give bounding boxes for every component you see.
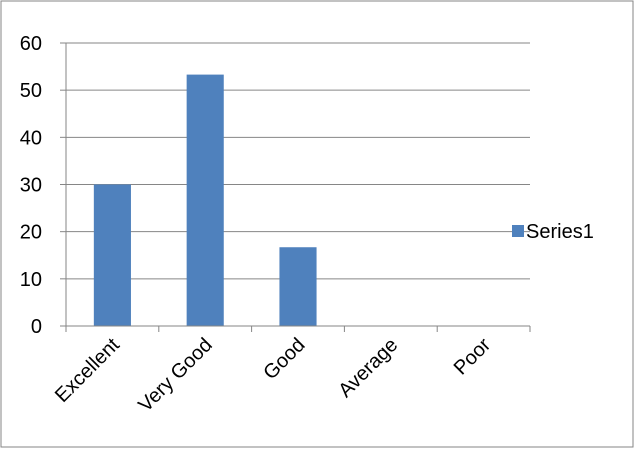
legend-label: Series1 [526,221,594,243]
y-tick-label: 10 [20,269,42,291]
bar-excellent [93,184,131,326]
legend: Series1 [512,221,594,243]
y-tick-label: 20 [20,222,42,244]
bars [93,74,317,326]
bar-very-good [186,74,224,326]
axes [65,43,530,327]
y-tick-label: 30 [20,175,42,197]
legend-swatch [512,225,524,237]
y-axis-ticks: 0 10 20 30 40 50 60 [20,33,66,338]
bar-good [279,247,317,326]
gridlines [66,42,530,280]
y-tick-label: 60 [20,33,42,55]
y-tick-label: 50 [20,80,42,102]
y-tick-label: 40 [20,127,42,149]
y-tick-label: 0 [31,316,42,338]
